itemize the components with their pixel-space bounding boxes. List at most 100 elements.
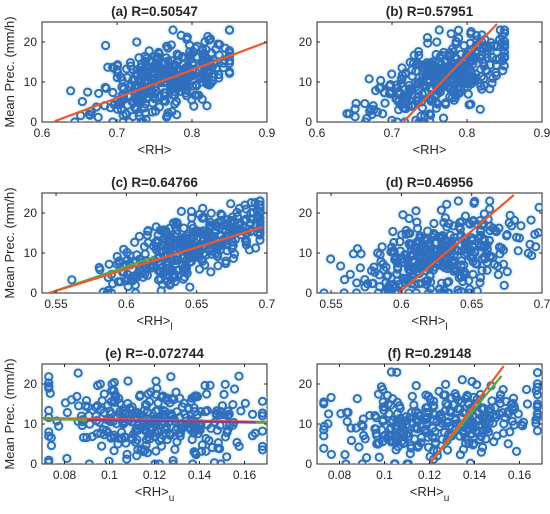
scatter-point bbox=[374, 452, 384, 462]
scatter-point bbox=[464, 284, 475, 293]
scatter-point bbox=[192, 391, 202, 401]
scatter-point bbox=[459, 83, 470, 93]
scatter-point bbox=[479, 61, 489, 71]
scatter-point bbox=[499, 280, 509, 290]
scatter-point bbox=[358, 421, 368, 432]
scatter-point bbox=[421, 390, 431, 400]
scatter-point bbox=[319, 425, 329, 435]
scatter-point bbox=[213, 39, 223, 49]
scatter-point bbox=[226, 199, 236, 209]
scatter-point bbox=[350, 112, 360, 122]
scatter-point bbox=[143, 226, 153, 236]
scatter-point bbox=[417, 103, 427, 113]
scatter-point bbox=[346, 423, 356, 433]
scatter-point bbox=[149, 241, 159, 251]
scatter-point bbox=[437, 243, 447, 253]
fit-line-red bbox=[402, 23, 498, 122]
scatter-point bbox=[429, 218, 439, 229]
scatter-point bbox=[84, 109, 94, 119]
scatter-point bbox=[131, 408, 141, 418]
scatter-point bbox=[163, 108, 173, 118]
scatter-point bbox=[453, 404, 463, 414]
x-tick-label: 0.16 bbox=[508, 468, 532, 482]
scatter-point bbox=[341, 459, 351, 464]
x-tick-label: 0.55 bbox=[319, 297, 343, 311]
scatter-point bbox=[457, 375, 467, 385]
scatter-point bbox=[429, 410, 440, 420]
scatter-point bbox=[416, 432, 426, 443]
plot-area bbox=[42, 366, 267, 464]
scatter-point bbox=[106, 288, 117, 293]
x-tick-label: 0.12 bbox=[418, 468, 442, 482]
plot-area bbox=[48, 194, 267, 293]
scatter-point bbox=[54, 421, 64, 431]
scatter-point bbox=[491, 410, 501, 420]
scatter-point bbox=[487, 78, 497, 88]
scatter-point bbox=[509, 215, 520, 225]
scatter-point bbox=[94, 262, 104, 273]
scatter-point bbox=[450, 256, 460, 266]
scatter-point bbox=[468, 257, 478, 267]
scatter-point bbox=[477, 404, 487, 414]
scatter-point bbox=[516, 419, 526, 430]
scatter-point bbox=[493, 269, 503, 280]
scatter-point bbox=[395, 237, 405, 247]
scatter-point bbox=[205, 380, 215, 390]
scatter-point bbox=[234, 203, 245, 213]
scatter-point bbox=[170, 81, 181, 91]
scatter-point bbox=[425, 451, 435, 462]
scatter-point bbox=[99, 389, 109, 399]
scatter-point bbox=[44, 457, 54, 464]
scatter-point bbox=[241, 237, 251, 247]
scatter-point bbox=[113, 100, 124, 110]
scatter-point bbox=[479, 209, 489, 219]
scatter-point bbox=[415, 253, 425, 263]
scatter-point bbox=[357, 459, 367, 464]
scatter-point bbox=[151, 222, 161, 232]
scatter-point bbox=[140, 99, 151, 109]
scatter-point bbox=[123, 376, 133, 386]
scatter-point bbox=[161, 53, 171, 63]
scatter-point bbox=[132, 435, 142, 445]
scatter-point bbox=[468, 216, 478, 227]
scatter-point bbox=[371, 428, 381, 438]
scatter-point bbox=[360, 117, 370, 122]
scatter-point bbox=[183, 61, 193, 71]
scatter-point bbox=[426, 277, 436, 287]
scatter-point bbox=[112, 104, 123, 114]
scatter-point bbox=[206, 267, 216, 277]
scatter-point bbox=[485, 252, 495, 262]
scatter-point bbox=[154, 459, 165, 464]
scatter-point bbox=[101, 83, 111, 94]
scatter-point bbox=[514, 233, 525, 243]
x-tick-label: 0.8 bbox=[459, 126, 476, 140]
scatter-point bbox=[411, 206, 421, 216]
scatter-point bbox=[451, 36, 461, 47]
scatter-point bbox=[222, 452, 232, 462]
scatter-point bbox=[360, 274, 370, 285]
scatter-point bbox=[153, 230, 163, 240]
scatter-point bbox=[360, 434, 370, 444]
scatter-point bbox=[326, 254, 336, 264]
scatter-point bbox=[109, 430, 119, 440]
scatter-point bbox=[407, 65, 417, 75]
scatter-point bbox=[367, 109, 377, 120]
scatter-point bbox=[201, 45, 211, 55]
scatter-point bbox=[323, 409, 334, 419]
scatter-point bbox=[66, 86, 76, 96]
scatter-point bbox=[384, 81, 395, 91]
scatter-point bbox=[44, 427, 54, 437]
scatter-point bbox=[391, 94, 401, 104]
scatter-point bbox=[428, 401, 438, 411]
scatter-point bbox=[499, 25, 510, 35]
scatter-point bbox=[214, 50, 224, 60]
scatter-point bbox=[526, 215, 536, 225]
scatter-point bbox=[323, 419, 333, 429]
scatter-point bbox=[96, 428, 106, 438]
scatter-point bbox=[201, 446, 211, 456]
scatter-point bbox=[108, 87, 118, 98]
scatter-point bbox=[428, 423, 438, 433]
fit-line-red bbox=[48, 225, 264, 293]
x-tick-label: 0.16 bbox=[233, 468, 257, 482]
scatter-point bbox=[175, 393, 185, 403]
